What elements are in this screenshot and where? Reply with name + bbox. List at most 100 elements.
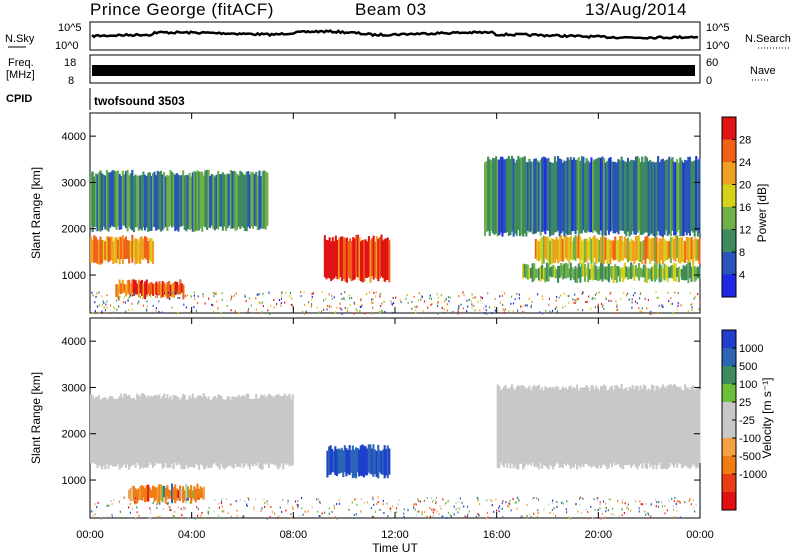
- velocity-cell: [198, 488, 201, 500]
- velocity-cell: [350, 450, 353, 473]
- velocity-cell: [561, 386, 564, 469]
- power-cell: [142, 171, 145, 228]
- power-speckle-cell: [487, 292, 489, 295]
- power-cell: [625, 238, 628, 259]
- colorbar-swatch: [722, 420, 736, 439]
- power-cell: [669, 158, 672, 237]
- power-cell: [630, 238, 633, 262]
- power-cell: [680, 237, 683, 262]
- power-speckle-cell: [234, 310, 236, 313]
- velocity-speckle-cell: [582, 497, 584, 500]
- power-speckle-cell: [244, 294, 246, 297]
- velocity-cell: [263, 394, 266, 464]
- power-speckle-cell: [597, 305, 599, 307]
- power-speckle-cell: [431, 302, 433, 305]
- power-speckle-cell: [641, 307, 643, 310]
- power-cell: [582, 239, 585, 265]
- power-speckle-cell: [445, 297, 447, 300]
- power-speckle-cell: [379, 311, 382, 314]
- power-speckle-cell: [530, 304, 532, 307]
- velocity-speckle-cell: [113, 498, 115, 501]
- power-speckle-cell: [467, 305, 469, 308]
- colorbar-swatch: [722, 456, 736, 475]
- velocity-speckle-cell: [426, 497, 428, 500]
- power-speckle-cell: [132, 294, 134, 297]
- power-cell: [150, 175, 153, 231]
- power-cell: [522, 263, 525, 279]
- velocity-cell: [153, 395, 156, 466]
- power-cell: [628, 161, 631, 237]
- velocity-cell: [204, 396, 207, 469]
- velocity-speckle-cell: [324, 511, 326, 514]
- velocity-speckle-cell: [556, 501, 558, 503]
- power-speckle-cell: [626, 292, 629, 295]
- power-speckle-cell: [420, 298, 422, 301]
- velocity-speckle-cell: [672, 508, 675, 511]
- power-cell: [590, 238, 593, 264]
- power-speckle-cell: [631, 306, 633, 309]
- velocity-cell: [260, 394, 263, 470]
- velocity-speckle-cell: [152, 502, 154, 504]
- power-cell: [174, 174, 177, 232]
- power-speckle-cell: [146, 309, 148, 312]
- power-speckle-cell: [280, 295, 282, 298]
- power-cell: [666, 159, 669, 236]
- power-cell: [566, 237, 569, 261]
- velocity-cell: [579, 387, 582, 468]
- velocity-speckle-cell: [383, 512, 385, 514]
- velocity-speckle-cell: [360, 498, 362, 500]
- power-cell: [105, 169, 108, 231]
- velocity-speckle-cell: [167, 501, 169, 504]
- power-cell: [611, 240, 614, 258]
- velocity-speckle-cell: [328, 512, 330, 515]
- power-speckle-cell: [411, 301, 413, 303]
- power-cell: [120, 176, 123, 230]
- velocity-speckle-cell: [561, 501, 563, 504]
- velocity-cell: [528, 385, 531, 464]
- power-cell: [587, 262, 590, 283]
- velocity-cell: [533, 384, 536, 467]
- power-cell: [121, 170, 124, 226]
- velocity-speckle-cell: [566, 500, 568, 503]
- velocity-cell: [378, 450, 381, 473]
- velocity-cell: [183, 490, 186, 501]
- velocity-cell: [272, 397, 275, 465]
- velocity-cell: [666, 385, 669, 469]
- power-speckle-cell: [491, 312, 493, 315]
- power-speckle-cell: [102, 300, 104, 303]
- power-cell: [102, 240, 105, 260]
- velocity-cell: [288, 393, 291, 467]
- velocity-cell: [649, 390, 652, 468]
- power-cell: [593, 159, 596, 231]
- velocity-cell: [652, 385, 655, 470]
- velocity-speckle-cell: [156, 507, 158, 510]
- power-cell: [247, 171, 250, 227]
- power-cell: [202, 175, 205, 227]
- power-cell: [125, 285, 128, 297]
- power-cell: [582, 262, 585, 277]
- velocity-speckle-cell: [514, 501, 516, 504]
- power-cell: [668, 156, 671, 235]
- velocity-cell: [191, 393, 194, 468]
- power-cell: [101, 240, 104, 264]
- power-speckle-cell: [510, 302, 512, 305]
- power-speckle-cell: [548, 303, 550, 306]
- power-speckle-cell: [430, 303, 432, 306]
- power-speckle-cell: [597, 303, 599, 306]
- velocity-cell: [698, 389, 701, 463]
- velocity-speckle-cell: [159, 502, 161, 505]
- velocity-cell: [335, 449, 338, 477]
- velocity-speckle-cell: [440, 507, 442, 510]
- power-cell: [542, 267, 545, 281]
- velocity-cell: [185, 400, 188, 466]
- power-speckle-cell: [671, 302, 673, 305]
- power-speckle-cell: [488, 306, 491, 309]
- power-speckle-cell: [375, 295, 377, 298]
- velocity-cell: [611, 385, 614, 467]
- velocity-cell: [113, 399, 116, 467]
- velocity-speckle-cell: [645, 513, 647, 516]
- velocity-speckle-cell: [508, 502, 510, 505]
- power-speckle-cell: [371, 298, 373, 301]
- power-cell: [512, 158, 515, 237]
